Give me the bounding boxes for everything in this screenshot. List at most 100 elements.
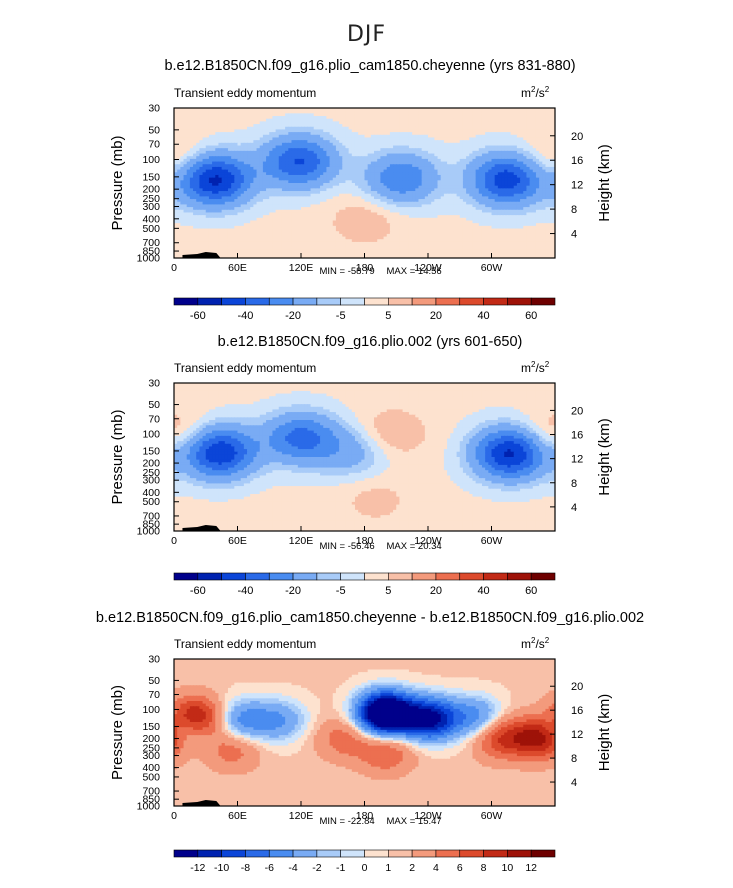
contour-cell [189,164,194,168]
contour-cell [262,121,267,125]
contour-cell [551,118,555,122]
contour-cell [421,158,426,163]
contour-cell [275,153,280,157]
contour-cell [310,113,315,117]
contour-cell [370,150,375,155]
contour-cell [332,140,337,144]
contour-cell [269,209,274,214]
contour-cell [199,209,204,214]
contour-cell [221,188,226,192]
contour-cell [431,129,435,133]
contour-cell [250,196,254,200]
contour-cell [183,140,188,144]
contour-cell [196,172,200,176]
contour-cell [399,142,404,147]
contour-cell [240,116,245,120]
contour-cell [497,158,502,163]
contour-cell [351,164,356,168]
contour-cell [259,174,264,179]
contour-cell [231,113,235,117]
contour-cell [421,188,426,192]
contour-cell [269,134,274,139]
contour-cell [434,191,439,195]
contour-cell [497,174,502,179]
contour-cell [345,166,350,171]
contour-cell [532,215,537,219]
contour-cell [383,172,388,176]
contour-cell [383,158,388,163]
contour-cell [532,201,537,206]
contour-cell [405,126,410,131]
contour-cell [320,142,324,147]
contour-cell [224,158,229,163]
contour-cell [389,108,394,112]
contour-cell [332,201,337,206]
contour-cell [548,180,553,184]
contour-cell [402,137,407,141]
contour-cell [539,191,543,195]
contour-cell [380,137,385,141]
contour-cell [443,134,448,139]
contour-cell [272,169,277,173]
contour-cell [421,169,426,173]
contour-cell [310,137,315,141]
contour-cell [345,204,350,208]
contour-cell [288,183,293,187]
contour-cell [478,201,483,206]
contour-cell [275,188,280,192]
contour-cell [377,129,381,133]
contour-cell [485,148,489,152]
contour-cell [174,199,178,203]
contour-cell [383,153,388,157]
contour-cell [434,118,439,122]
contour-cell [342,174,347,179]
contour-cell [212,161,216,165]
contour-cell [189,209,194,214]
contour-cell [389,177,394,181]
contour-cell [313,215,318,219]
contour-cell [374,207,378,211]
contour-cell [539,126,543,131]
contour-cell [174,191,178,195]
contour-cell [437,183,442,187]
contour-cell [418,209,423,214]
contour-cell [253,110,258,114]
contour-cell [386,212,391,216]
contour-cell [475,121,480,125]
contour-cell [412,150,416,155]
contour-cell [301,188,305,192]
contour-cell [421,124,426,128]
contour-cell [310,209,315,214]
contour-cell [212,132,216,136]
contour-cell [247,153,251,157]
contour-cell [462,156,467,160]
contour-cell [266,204,270,208]
contour-cell [342,124,347,128]
contour-cell [316,196,321,200]
contour-cell [342,180,347,184]
contour-cell [383,132,388,136]
contour-cell [485,121,489,125]
contour-cell [399,150,404,155]
contour-cell [424,158,429,163]
contour-cell [520,126,524,131]
contour-cell [412,113,416,117]
contour-cell [475,124,480,128]
contour-cell [450,180,454,184]
contour-cell [485,132,489,136]
contour-cell [278,161,283,165]
contour-cell [259,153,264,157]
contour-cell [377,118,381,122]
contour-cell [501,124,505,128]
contour-cell [399,215,404,219]
contour-cell [428,191,432,195]
contour-cell [294,217,299,222]
contour-cell [523,177,528,181]
contour-cell [501,148,505,152]
contour-cell [447,148,451,152]
contour-cell [469,148,474,152]
contour-cell [491,215,496,219]
contour-cell [510,166,515,171]
contour-cell [227,180,232,184]
contour-cell [243,201,248,206]
